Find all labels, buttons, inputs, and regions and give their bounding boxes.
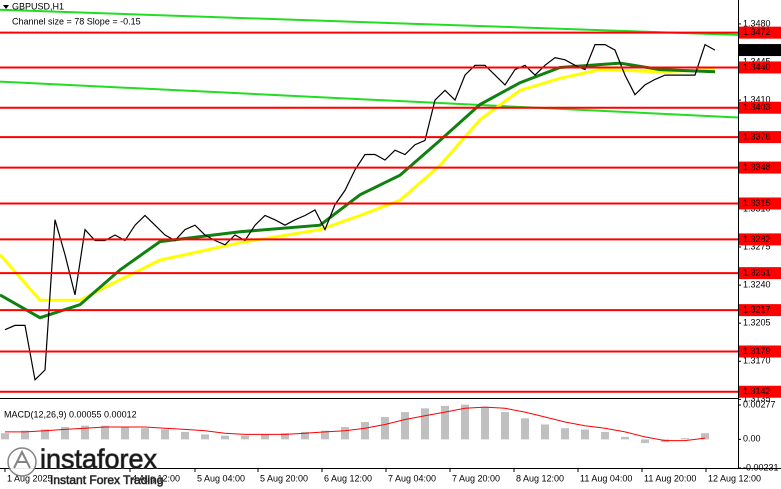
macd-bar [221, 435, 229, 440]
level-label-box [739, 161, 781, 174]
watermark-logo-mark [13, 449, 31, 469]
y-tick-label: 1.3170 [743, 356, 771, 366]
level-label-box [739, 267, 781, 280]
macd-bar [441, 405, 449, 440]
y-tick-label: 1.3480 [743, 18, 771, 28]
x-tick-label: 7 Aug 20:00 [452, 473, 500, 483]
level-label-box [739, 101, 781, 114]
level-label-box [739, 304, 781, 317]
macd-bar [621, 436, 629, 440]
macd-bar [201, 434, 209, 440]
level-label-box [739, 26, 781, 39]
x-tick-label: 5 Aug 04:00 [197, 473, 245, 483]
y-tick-label: 1.3275 [743, 241, 771, 251]
x-tick-label: 5 Aug 20:00 [260, 473, 308, 483]
macd-bar [521, 418, 529, 440]
y-tick-label: 1.3135 [743, 394, 771, 404]
macd-bar [361, 421, 369, 440]
macd-bar [141, 428, 149, 440]
level-label-box [739, 131, 781, 144]
channel-line [0, 80, 739, 119]
y-tick-label: 1.3205 [743, 318, 771, 328]
level-label-box [739, 197, 781, 210]
moving-average [0, 61, 716, 320]
chart-subtitle: Channel size = 78 Slope = -0.15 [12, 16, 141, 26]
macd-title: MACD(12,26,9) 0.00055 0.00012 [4, 409, 137, 419]
macd-bar [701, 433, 709, 440]
macd-bar [461, 404, 469, 440]
macd-bar [181, 431, 189, 440]
macd-bar [481, 407, 489, 440]
x-tick-label: 11 Aug 20:00 [644, 473, 696, 483]
macd-bar [321, 430, 329, 440]
symbol-icon [3, 5, 9, 9]
macd-bar [641, 439, 649, 444]
macd-bar [261, 434, 269, 440]
x-tick-label: 12 Aug 12:00 [708, 473, 761, 483]
y-tick-label: 1.3445 [743, 56, 771, 66]
x-tick-label: 8 Aug 12:00 [516, 473, 564, 483]
macd-bar [301, 431, 309, 440]
macd-bar [561, 428, 569, 440]
macd-bar [541, 424, 549, 440]
macd-bar [61, 426, 69, 440]
chart-title: GBPUSD,H1 [12, 1, 64, 11]
x-tick-label: 7 Aug 04:00 [388, 473, 436, 483]
macd-bar [421, 408, 429, 440]
moving-average [0, 68, 716, 302]
macd-bar [501, 412, 509, 440]
level-label: 1.3142 [743, 386, 771, 396]
y-tick-label: 0.00277 [743, 399, 776, 409]
level-label: 1.3315 [743, 198, 771, 208]
x-tick-label: 6 Aug 12:00 [324, 473, 372, 483]
macd-bar [101, 425, 109, 440]
macd-bar [41, 429, 49, 440]
channel-line [0, 8, 739, 36]
x-tick-label: 11 Aug 04:00 [580, 473, 632, 483]
watermark: instaforex Instant Forex Trading [7, 444, 164, 488]
macd-bar [281, 433, 289, 440]
level-label-box [739, 345, 781, 358]
macd-bar [381, 417, 389, 440]
level-label: 1.3179 [743, 346, 771, 356]
level-label: 1.3376 [743, 131, 771, 141]
macd-bar [81, 425, 89, 440]
signal-line [5, 406, 706, 442]
level-label: 1.3403 [743, 102, 771, 112]
x-tick-label: 4 Aug 12:00 [132, 473, 180, 483]
current-price-box [739, 44, 781, 57]
macd-bar [401, 412, 409, 440]
macd-bar [21, 430, 29, 440]
level-label-box [739, 61, 781, 74]
plot-area: 1.34801.34451.34101.33101.32751.32401.32… [0, 8, 781, 483]
level-label: 1.3217 [743, 304, 771, 314]
level-label: 1.3251 [743, 268, 771, 278]
macd-bar [121, 426, 129, 440]
x-tick-label: 1 Aug 2025 [7, 473, 53, 483]
macd-bar [601, 431, 609, 440]
level-label: 1.3440 [743, 62, 771, 72]
macd-bar [241, 435, 249, 440]
y-tick-label: 0.00 [743, 434, 761, 444]
macd-bar [1, 433, 9, 440]
macd-bar [341, 426, 349, 440]
watermark-brand: instaforex [40, 444, 158, 474]
macd-bar [161, 429, 169, 440]
macd-bar [681, 438, 689, 440]
watermark-tagline: Instant Forex Trading [50, 473, 163, 487]
y-tick-label: 1.3410 [743, 94, 771, 104]
y-tick-label: 1.3240 [743, 279, 771, 289]
y-tick-label: -0.00231 [743, 462, 779, 472]
level-label: 1.3472 [743, 27, 771, 37]
level-label: 1.3282 [743, 234, 771, 244]
level-label: 1.3348 [743, 162, 771, 172]
current-price-label: 1.3456 [743, 44, 771, 54]
level-label-box [739, 385, 781, 398]
level-label-box [739, 233, 781, 246]
macd-bar [581, 429, 589, 440]
